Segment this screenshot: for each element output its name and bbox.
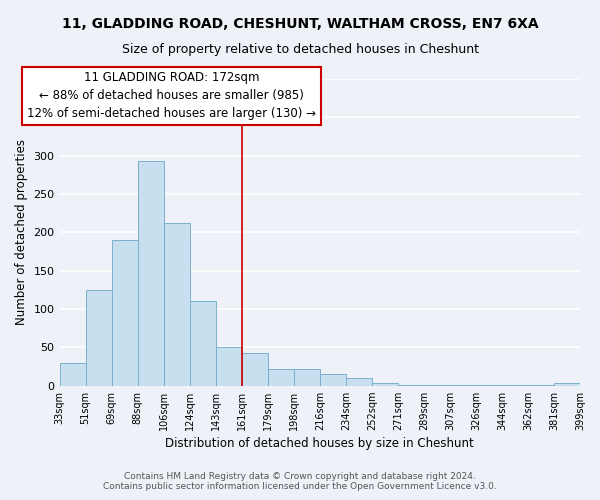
Bar — [137, 161, 164, 386]
Bar — [372, 384, 398, 386]
Bar — [59, 362, 86, 386]
Bar — [86, 290, 112, 386]
Bar — [320, 374, 346, 386]
Bar — [112, 240, 137, 386]
Bar — [190, 302, 215, 386]
Bar — [294, 369, 320, 386]
Bar — [164, 223, 190, 386]
Text: Contains HM Land Registry data © Crown copyright and database right 2024.: Contains HM Land Registry data © Crown c… — [124, 472, 476, 481]
Bar — [502, 385, 528, 386]
Text: Size of property relative to detached houses in Cheshunt: Size of property relative to detached ho… — [121, 42, 479, 56]
Bar — [554, 384, 580, 386]
Text: 11, GLADDING ROAD, CHESHUNT, WALTHAM CROSS, EN7 6XA: 11, GLADDING ROAD, CHESHUNT, WALTHAM CRO… — [62, 18, 538, 32]
Y-axis label: Number of detached properties: Number of detached properties — [15, 140, 28, 326]
Text: Contains public sector information licensed under the Open Government Licence v3: Contains public sector information licen… — [103, 482, 497, 491]
Bar — [424, 385, 450, 386]
Text: 11 GLADDING ROAD: 172sqm
← 88% of detached houses are smaller (985)
12% of semi-: 11 GLADDING ROAD: 172sqm ← 88% of detach… — [27, 72, 316, 120]
X-axis label: Distribution of detached houses by size in Cheshunt: Distribution of detached houses by size … — [166, 437, 474, 450]
Bar — [215, 348, 242, 386]
Bar — [346, 378, 372, 386]
Bar — [242, 352, 268, 386]
Bar — [398, 385, 424, 386]
Bar — [450, 385, 476, 386]
Bar — [476, 385, 502, 386]
Bar — [528, 385, 554, 386]
Bar — [268, 369, 294, 386]
